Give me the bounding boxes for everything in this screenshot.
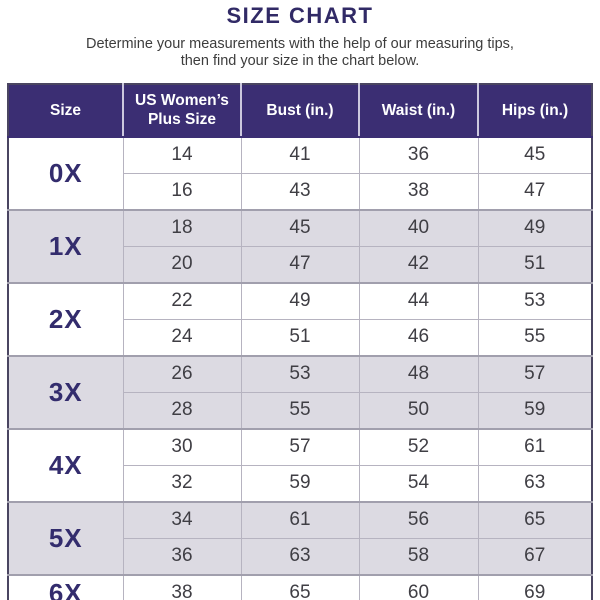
measurement-cell: 42 [358,245,478,283]
size-label-3x: 3X [8,354,123,429]
measurement-cell: 53 [240,354,359,393]
table-row: 36 63 58 67 [8,537,592,575]
column-header-bust: Bust (in.) [240,83,359,138]
measurement-cell: 60 [358,573,478,600]
table-row: 3X 26 53 48 57 [8,354,592,429]
table-row: 6X 38 65 60 69 [8,573,592,600]
table-row: 5X 34 61 56 65 [8,500,592,575]
measurement-cell: 30 [122,427,241,466]
table-row: 1X 18 45 40 49 [8,208,592,283]
header-row: Size US Women’s Plus Size Bust (in.) Wai… [8,83,592,138]
measurement-cell: 47 [477,172,592,210]
measurement-cell: 57 [240,427,359,466]
measurement-cell: 22 [122,281,241,320]
size-label-4x: 4X [8,427,123,502]
table-row: 16 43 38 47 [8,172,592,210]
measurement-cell: 45 [477,136,592,174]
subtitle-line-1: Determine your measurements with the hel… [86,36,514,52]
measurement-cell: 45 [240,208,359,247]
measurement-cell: 49 [240,281,359,320]
measurement-cell: 46 [358,318,478,356]
measurement-cell: 56 [358,500,478,539]
measurement-cell: 59 [477,391,592,429]
measurement-cell: 49 [477,208,592,247]
measurement-cell: 38 [358,172,478,210]
measurement-cell: 14 [122,136,241,174]
measurement-cell: 51 [477,245,592,283]
measurement-cell: 20 [122,245,241,283]
table-row: 32 59 54 63 [8,464,592,502]
measurement-cell: 59 [240,464,359,502]
measurement-cell: 65 [477,500,592,539]
size-chart-table: Size US Women’s Plus Size Bust (in.) Wai… [7,82,593,600]
measurement-cell: 24 [122,318,241,356]
measurement-cell: 40 [358,208,478,247]
measurement-cell: 44 [358,281,478,320]
size-label-5x: 5X [8,500,123,575]
table-row: 0X 14 41 36 45 [8,136,592,210]
measurement-cell: 55 [477,318,592,356]
column-header-hips: Hips (in.) [477,83,592,138]
column-header-plus-size: US Women’s Plus Size [122,83,241,138]
table-row: 20 47 42 51 [8,245,592,283]
measurement-cell: 61 [240,500,359,539]
measurement-cell: 48 [358,354,478,393]
measurement-cell: 51 [240,318,359,356]
measurement-cell: 53 [477,281,592,320]
size-label-0x: 0X [8,136,123,210]
page-title: SIZE CHART [226,3,374,28]
table-row: 4X 30 57 52 61 [8,427,592,502]
measurement-cell: 63 [477,464,592,502]
column-header-waist: Waist (in.) [358,83,478,138]
size-label-6x: 6X [8,573,123,600]
column-header-size: Size [8,83,123,138]
measurement-cell: 65 [240,573,359,600]
measurement-cell: 38 [122,573,241,600]
subtitle-line-2: then find your size in the chart below. [180,53,420,70]
measurement-cell: 32 [122,464,241,502]
table-row: 24 51 46 55 [8,318,592,356]
size-label-2x: 2X [8,281,123,356]
subtitle: Determine your measurements with the hel… [0,36,600,71]
measurement-cell: 58 [358,537,478,575]
measurement-cell: 47 [240,245,359,283]
table-row: 28 55 50 59 [8,391,592,429]
measurement-cell: 50 [358,391,478,429]
measurement-cell: 55 [240,391,359,429]
measurement-cell: 43 [240,172,359,210]
table-row: 2X 22 49 44 53 [8,281,592,356]
measurement-cell: 52 [358,427,478,466]
measurement-cell: 41 [240,136,359,174]
size-table-body: 0X 14 41 36 45 16 43 38 47 1X 18 45 40 49 20 47 42 51 2X 22… [8,136,592,600]
measurement-cell: 36 [122,537,241,575]
size-table-header: Size US Women’s Plus Size Bust (in.) Wai… [8,83,592,138]
size-label-1x: 1X [8,208,123,283]
measurement-cell: 16 [122,172,241,210]
measurement-cell: 26 [122,354,241,393]
measurement-cell: 57 [477,354,592,393]
measurement-cell: 61 [477,427,592,466]
measurement-cell: 28 [122,391,241,429]
measurement-cell: 18 [122,208,241,247]
measurement-cell: 36 [358,136,478,174]
measurement-cell: 67 [477,537,592,575]
measurement-cell: 63 [240,537,359,575]
measurement-cell: 69 [477,573,592,600]
measurement-cell: 54 [358,464,478,502]
measurement-cell: 34 [122,500,241,539]
